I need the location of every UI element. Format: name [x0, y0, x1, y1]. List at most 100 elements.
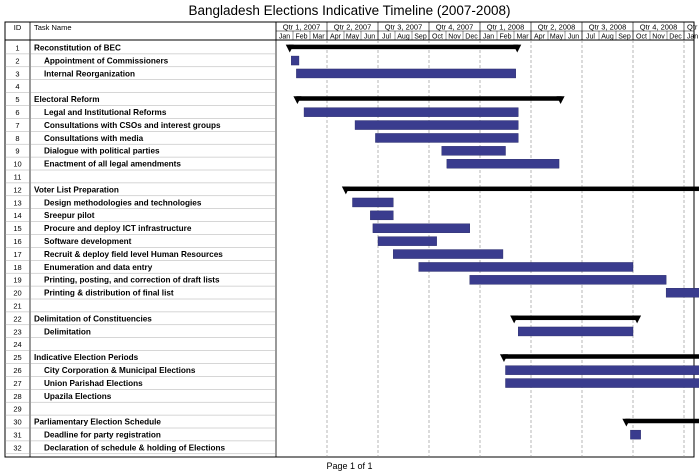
task-bar: [291, 55, 300, 66]
summary-start-marker: [510, 315, 519, 324]
month-label: Jan: [279, 34, 290, 41]
task-name: Software development: [44, 237, 132, 246]
month-label: Feb: [295, 34, 307, 41]
month-label: Nov: [448, 34, 461, 41]
month-label: Oct: [636, 34, 647, 41]
task-id: 9: [15, 147, 19, 156]
summary-start-marker: [499, 354, 508, 363]
task-name: City Corporation & Municipal Elections: [44, 366, 196, 375]
task-name: Sreepur pilot: [44, 211, 95, 220]
quarter-label: Qtr 3, 2008: [589, 23, 627, 32]
task-id: 29: [13, 405, 21, 414]
task-bar: [630, 429, 641, 440]
task-bar: [441, 146, 506, 156]
task-id: 3: [15, 69, 19, 78]
task-bar: [518, 326, 634, 337]
task-id: 16: [13, 237, 21, 246]
task-id: 21: [13, 301, 21, 310]
task-name: Dialogue with political parties: [44, 147, 160, 156]
task-name: Enumeration and data entry: [44, 263, 153, 272]
task-column-header: Task Name: [34, 23, 72, 32]
summary-bar: [296, 96, 562, 101]
task-bar: [446, 159, 560, 169]
quarter-label: Qtr 2, 2007: [334, 23, 372, 32]
month-label: May: [550, 34, 564, 41]
quarter-label: Qtr 2, 2008: [538, 23, 576, 32]
task-bar: [393, 249, 504, 259]
task-id: 30: [13, 418, 21, 427]
month-label: Apr: [330, 34, 342, 41]
summary-start-marker: [341, 186, 350, 195]
task-bar: [296, 68, 516, 79]
task-id: 26: [13, 366, 21, 375]
task-name: Union Parishad Elections: [44, 379, 143, 388]
task-id: 6: [15, 108, 19, 117]
quarter-label: Qtr 3, 2007: [385, 23, 423, 32]
task-id: 23: [13, 327, 21, 336]
month-label: Jul: [586, 34, 595, 41]
summary-bar: [513, 315, 639, 321]
month-label: Mar: [516, 34, 529, 41]
summary-task-name: Parliamentary Election Schedule: [34, 418, 161, 427]
task-name: Printing & distribution of final list: [44, 289, 174, 298]
task-id: 20: [13, 289, 21, 298]
task-name: Design methodologies and technologies: [44, 198, 202, 207]
task-bar: [375, 133, 519, 143]
month-label: Aug: [397, 34, 410, 41]
summary-start-marker: [293, 96, 302, 105]
task-id: 13: [13, 198, 21, 207]
task-id: 31: [13, 430, 21, 439]
task-id: 32: [13, 443, 21, 452]
month-label: Jul: [382, 34, 391, 41]
task-name: Internal Reorganization: [44, 69, 135, 78]
task-id: 2: [15, 56, 19, 65]
month-label: Sep: [618, 34, 631, 41]
task-name: Deadline for party registration: [44, 430, 161, 439]
month-label: Jan: [483, 34, 494, 41]
summary-bar: [625, 418, 699, 424]
task-id: 17: [13, 250, 21, 259]
task-name: Upazila Elections: [44, 392, 112, 401]
task-id: 18: [13, 263, 21, 272]
summary-end-marker: [556, 96, 565, 105]
summary-start-marker: [622, 418, 631, 427]
task-name: Printing, posting, and correction of dra…: [44, 276, 220, 285]
summary-task-name: Electoral Reform: [34, 95, 100, 104]
quarter-label: Qtr 4, 2008: [640, 23, 678, 32]
summary-start-marker: [285, 44, 294, 53]
task-id: 4: [15, 82, 19, 91]
task-id: 10: [13, 160, 21, 169]
task-id: 14: [13, 211, 21, 220]
summary-task-name: Voter List Preparation: [34, 185, 119, 194]
quarter-label: Qtr 1, 2007: [283, 23, 321, 32]
task-name: Consultations with CSOs and interest gro…: [44, 121, 221, 130]
chart-frame: [4, 21, 695, 458]
task-id: 12: [13, 185, 21, 194]
task-bar: [665, 288, 699, 298]
task-bar: [303, 107, 519, 117]
id-column-header: ID: [14, 23, 22, 32]
task-id: 25: [13, 353, 21, 362]
task-bar: [377, 236, 437, 246]
month-label: Dec: [465, 34, 478, 41]
month-label: May: [346, 34, 360, 41]
task-name: Declaration of schedule & holding of Ele…: [44, 443, 226, 452]
task-name: Procure and deploy ICT infrastructure: [44, 224, 192, 233]
month-label: Aug: [601, 34, 614, 41]
quarter-label: Qtr 4, 2007: [436, 23, 474, 32]
task-name: Consultations with media: [44, 134, 144, 143]
task-bar: [354, 120, 519, 130]
task-id: 28: [13, 392, 21, 401]
task-id: 24: [13, 340, 21, 349]
task-id: 1: [15, 43, 19, 52]
summary-bar: [288, 44, 519, 50]
task-name: Recruit & deploy field level Human Resou…: [44, 250, 223, 259]
month-label: Jan: [687, 34, 698, 41]
task-bar: [372, 223, 470, 233]
task-id: 8: [15, 134, 19, 143]
task-id: 19: [13, 276, 21, 285]
quarter-label: Qtr: [687, 23, 698, 32]
task-bar: [469, 275, 667, 285]
month-label: Mar: [312, 34, 325, 41]
